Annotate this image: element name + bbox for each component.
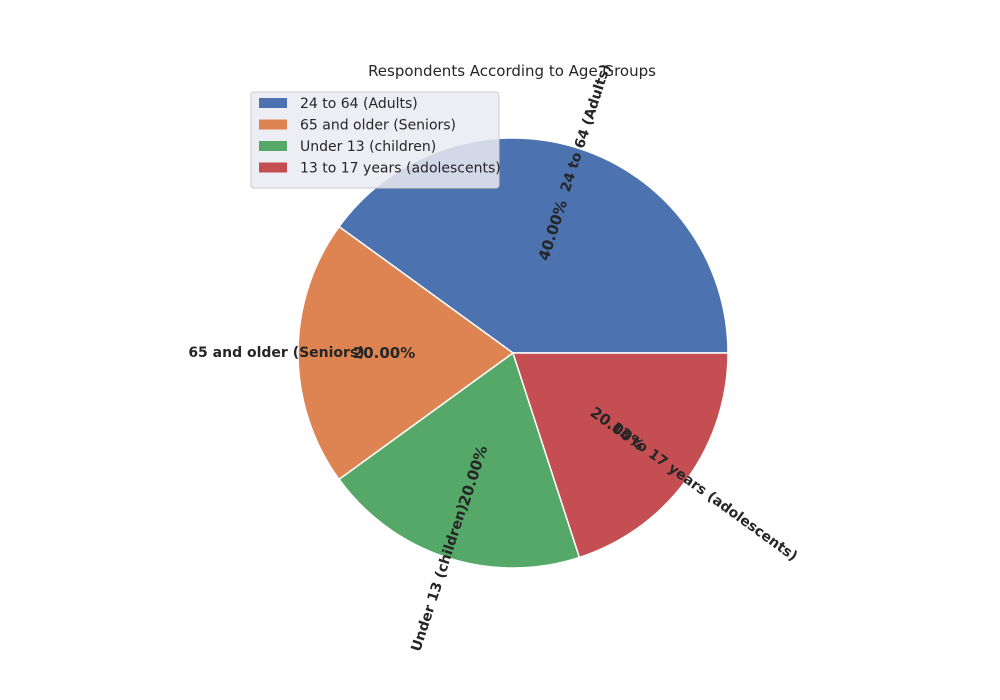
percent-label-65-and-older-seniors: 20.00% bbox=[353, 344, 415, 362]
legend: 24 to 64 (Adults) 65 and older (Seniors) U… bbox=[250, 91, 501, 189]
pie-slice-under-13-children bbox=[338, 351, 581, 569]
legend-box bbox=[250, 91, 500, 189]
legend-label-65-and-older-seniors: 65 and older (Seniors) bbox=[300, 118, 456, 134]
slice-label-65-and-older-seniors: 65 and older (Seniors) bbox=[188, 345, 364, 361]
legend-swatch-24-to-64-adults bbox=[259, 98, 287, 108]
legend-label-under-13-children: Under 13 (children) bbox=[300, 139, 436, 155]
pie-slice-65-and-older-seniors bbox=[297, 225, 515, 481]
legend-swatch-13-to-17-years-adolescents bbox=[259, 162, 287, 173]
legend-label-13-to-17-years-adolescents: 13 to 17 years (adolescents) bbox=[300, 161, 501, 177]
pie-slices bbox=[297, 137, 729, 569]
chart-title: Respondents According to Age Groups bbox=[368, 62, 656, 80]
legend-swatch-under-13-children bbox=[259, 141, 287, 151]
legend-label-24-to-64-adults: 24 to 64 (Adults) bbox=[300, 96, 418, 112]
pie-slice-13-to-17-years-adolescents bbox=[511, 352, 729, 559]
legend-swatch-65-and-older-seniors bbox=[259, 119, 287, 130]
